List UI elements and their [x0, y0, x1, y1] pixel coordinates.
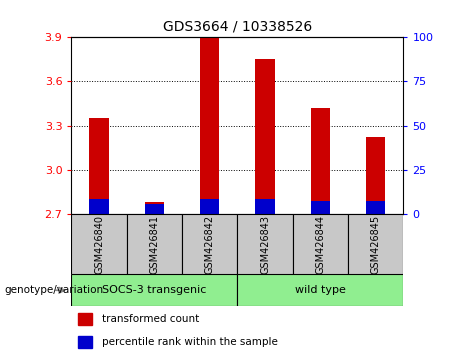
- Text: SOCS-3 transgenic: SOCS-3 transgenic: [102, 285, 207, 295]
- Bar: [182, 214, 237, 274]
- Bar: [255, 199, 275, 214]
- Bar: [293, 214, 348, 274]
- Bar: [366, 201, 385, 214]
- Text: GSM426840: GSM426840: [94, 215, 104, 274]
- Bar: [145, 202, 164, 214]
- Bar: [89, 199, 109, 214]
- Bar: [348, 214, 403, 274]
- Bar: [200, 37, 219, 214]
- Bar: [78, 336, 92, 348]
- Bar: [311, 201, 330, 214]
- Bar: [237, 274, 403, 306]
- Text: GSM426841: GSM426841: [149, 215, 160, 274]
- Text: wild type: wild type: [295, 285, 346, 295]
- Text: GSM426842: GSM426842: [205, 215, 215, 274]
- Text: GSM426843: GSM426843: [260, 215, 270, 274]
- Bar: [311, 108, 330, 214]
- Bar: [145, 204, 164, 214]
- Bar: [71, 274, 237, 306]
- Bar: [200, 199, 219, 214]
- Text: GSM426844: GSM426844: [315, 215, 325, 274]
- Bar: [237, 214, 293, 274]
- Bar: [78, 313, 92, 325]
- Bar: [89, 118, 109, 214]
- Text: transformed count: transformed count: [102, 314, 199, 324]
- Bar: [71, 214, 127, 274]
- Text: genotype/variation: genotype/variation: [5, 285, 104, 295]
- Title: GDS3664 / 10338526: GDS3664 / 10338526: [163, 19, 312, 33]
- Text: percentile rank within the sample: percentile rank within the sample: [102, 337, 278, 347]
- Bar: [366, 137, 385, 214]
- Bar: [255, 59, 275, 214]
- Bar: [127, 214, 182, 274]
- Text: GSM426845: GSM426845: [371, 215, 381, 274]
